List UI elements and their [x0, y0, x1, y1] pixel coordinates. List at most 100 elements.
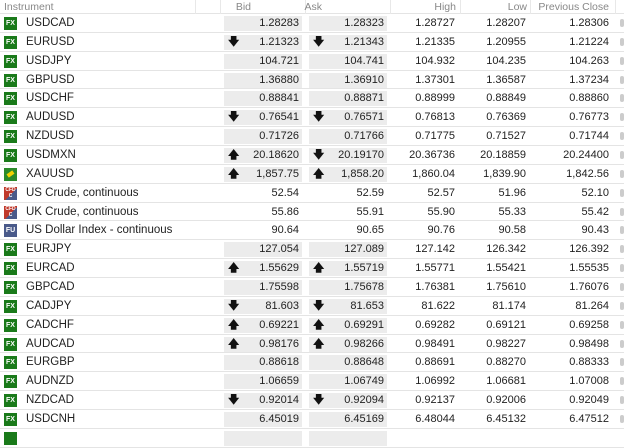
ask-cell[interactable]: 55.91 — [309, 205, 387, 220]
truncated-column-indicator — [620, 207, 624, 216]
ask-cell[interactable]: 🡇 1.21343 — [309, 34, 387, 50]
ask-cell[interactable]: 0.88648 — [309, 355, 387, 371]
bid-value: 0.98176 — [259, 337, 299, 350]
ask-cell[interactable]: 1.75678 — [309, 280, 387, 296]
ask-cell[interactable]: 🡇 20.19170 — [309, 148, 387, 164]
ask-cell[interactable]: 🡅 0.98266 — [309, 336, 387, 352]
bid-value: 0.76541 — [259, 111, 299, 124]
low-cell: 1.75610 — [460, 280, 529, 295]
ask-cell[interactable]: 🡇 0.76571 — [309, 110, 387, 126]
ask-cell[interactable]: 0.88871 — [309, 91, 387, 107]
table-row[interactable]: FX USDJPY 104.721 104.741 104.932 104.235 10… — [0, 52, 624, 71]
bid-cell[interactable]: 127.054 — [224, 242, 302, 258]
ask-cell[interactable] — [309, 430, 387, 446]
bid-cell[interactable]: 1.36880 — [224, 72, 302, 88]
ask-cell[interactable]: 1.28323 — [309, 16, 387, 31]
table-row[interactable]: FX NZDCAD 🡇 0.92014 🡇 0.92094 0.92137 0.92006… — [0, 391, 624, 411]
ask-cell[interactable]: 6.45169 — [309, 412, 387, 428]
table-row[interactable]: FX EURGBP 0.88618 0.88648 0.88691 0.88270 0.… — [0, 353, 624, 373]
bid-cell[interactable]: 1.75598 — [224, 280, 302, 296]
ask-cell[interactable]: 🡅 1.55719 — [309, 261, 387, 277]
bid-cell[interactable]: 1.28283 — [224, 16, 302, 31]
table-row[interactable]: FX AUDUSD 🡇 0.76541 🡇 0.76571 0.76813 0.76369… — [0, 108, 624, 128]
low-value: 20.18859 — [480, 149, 526, 162]
ask-value: 81.653 — [350, 299, 384, 312]
prev-value: 0.88860 — [569, 92, 609, 105]
prev-value: 1.28306 — [569, 17, 609, 29]
bid-value: 0.71726 — [259, 130, 299, 143]
fx-badge-icon: FX — [4, 262, 17, 276]
fx-badge-icon: FX — [4, 130, 17, 144]
bid-cell[interactable]: 52.54 — [224, 186, 302, 201]
table-row[interactable]: CFD C UK Crude, continuous 55.86 55.91 55.… — [0, 203, 624, 222]
bid-cell[interactable]: 0.88618 — [224, 355, 302, 371]
instrument-name: USDCNH — [26, 413, 76, 426]
header-bid[interactable]: Bid — [235, 1, 251, 13]
bid-cell[interactable]: 1.06659 — [224, 374, 302, 390]
table-row[interactable]: FX AUDNZD 1.06659 1.06749 1.06992 1.06681 1.… — [0, 372, 624, 392]
high-value: 1.55771 — [415, 262, 455, 275]
table-row[interactable]: FX EURUSD 🡇 1.21323 🡇 1.21343 1.21335 1.20955… — [0, 33, 624, 52]
ask-cell[interactable]: 104.741 — [309, 53, 387, 69]
ask-cell[interactable]: 🡇 81.653 — [309, 298, 387, 314]
ask-cell[interactable]: 🡅 0.69291 — [309, 317, 387, 333]
table-row[interactable]: FX CADJPY 🡇 81.603 🡇 81.653 81.622 81.174 81.2… — [0, 297, 624, 316]
arrow-down-icon: 🡇 — [228, 299, 240, 312]
table-row[interactable]: FX EURJPY 127.054 127.089 127.142 126.342 12… — [0, 240, 624, 260]
bid-cell[interactable]: 🡇 0.92014 — [224, 393, 302, 409]
bid-cell[interactable]: 55.86 — [224, 205, 302, 220]
high-cell: 81.622 — [390, 299, 458, 314]
table-row-partial[interactable] — [0, 429, 624, 448]
bid-cell[interactable]: 104.721 — [224, 53, 302, 69]
truncated-column-indicator — [620, 37, 624, 46]
table-row[interactable]: FX USDCNH 6.45019 6.45169 6.48044 6.45132 6.… — [0, 410, 624, 429]
ask-cell[interactable]: 1.36910 — [309, 72, 387, 88]
table-row[interactable]: FX CADCHF 🡅 0.69221 🡅 0.69291 0.69282 0.69121… — [0, 316, 624, 335]
prev-cell: 104.263 — [531, 54, 612, 69]
bid-cell[interactable]: 🡅 1,857.75 — [224, 166, 302, 182]
ask-cell[interactable]: 90.65 — [309, 223, 387, 238]
header-ask[interactable]: Ask — [304, 1, 322, 13]
bid-cell[interactable]: 6.45019 — [224, 412, 302, 428]
table-row[interactable]: FU US Dollar Index - continuous 90.64 90.… — [0, 221, 624, 241]
bid-cell[interactable]: 0.88841 — [224, 91, 302, 107]
bid-value: 1.06659 — [259, 375, 299, 388]
bid-cell[interactable] — [224, 430, 302, 446]
header-previous-close[interactable]: Previous Close — [538, 1, 609, 13]
table-row[interactable]: XAUUSD 🡅 1,857.75 🡅 1,858.20 1,860.04 1,839.9… — [0, 165, 624, 184]
arrow-up-icon: 🡅 — [228, 337, 240, 350]
table-row[interactable]: FX USDMXN 🡅 20.18620 🡇 20.19170 20.36736 20.1… — [0, 146, 624, 165]
table-row[interactable]: CFD C US Crude, continuous 52.54 52.59 52.… — [0, 184, 624, 203]
prev-cell: 0.98498 — [531, 337, 612, 352]
table-row[interactable]: FX AUDCAD 🡅 0.98176 🡅 0.98266 0.98491 0.98227… — [0, 335, 624, 354]
bid-cell[interactable]: 🡅 0.98176 — [224, 336, 302, 352]
ask-cell[interactable]: 127.089 — [309, 242, 387, 258]
table-row[interactable]: FX GBPUSD 1.36880 1.36910 1.37301 1.36587 1.… — [0, 71, 624, 90]
bid-value: 20.18620 — [253, 149, 299, 162]
bid-cell[interactable]: 🡇 1.21323 — [224, 34, 302, 50]
header-instrument[interactable]: Instrument — [4, 1, 54, 13]
table-row[interactable]: FX USDCAD 1.28283 1.28323 1.28727 1.28207 1.… — [0, 14, 624, 33]
low-value: 1,839.90 — [483, 167, 526, 180]
bid-cell[interactable]: 🡅 1.55629 — [224, 261, 302, 277]
bid-cell[interactable]: 🡅 0.69221 — [224, 317, 302, 333]
ask-cell[interactable]: 0.71766 — [309, 129, 387, 145]
table-row[interactable]: FX USDCHF 0.88841 0.88871 0.88999 0.88849 0.… — [0, 89, 624, 109]
bid-cell[interactable]: 🡇 0.76541 — [224, 110, 302, 126]
table-row[interactable]: FX EURCAD 🡅 1.55629 🡅 1.55719 1.55771 1.55421… — [0, 259, 624, 279]
prev-value: 0.71744 — [569, 130, 609, 143]
table-row[interactable]: FX GBPCAD 1.75598 1.75678 1.76381 1.75610 1.… — [0, 278, 624, 297]
ask-cell[interactable]: 1.06749 — [309, 374, 387, 390]
table-row[interactable]: FX NZDUSD 0.71726 0.71766 0.71775 0.71527 0.… — [0, 127, 624, 147]
bid-cell[interactable]: 🡇 81.603 — [224, 298, 302, 314]
bid-cell[interactable]: 🡅 20.18620 — [224, 148, 302, 164]
ask-cell[interactable]: 🡅 1,858.20 — [309, 166, 387, 182]
low-cell: 0.88270 — [460, 355, 529, 370]
bid-value: 1.21323 — [259, 35, 299, 48]
header-low[interactable]: Low — [507, 1, 527, 13]
bid-cell[interactable]: 0.71726 — [224, 129, 302, 145]
bid-cell[interactable]: 90.64 — [224, 223, 302, 238]
ask-cell[interactable]: 52.59 — [309, 186, 387, 201]
header-high[interactable]: High — [434, 1, 456, 13]
ask-cell[interactable]: 🡇 0.92094 — [309, 393, 387, 409]
